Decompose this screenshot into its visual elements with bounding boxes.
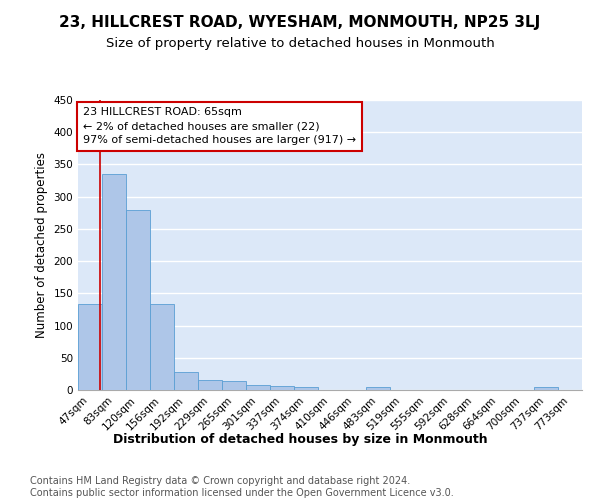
Text: Contains HM Land Registry data © Crown copyright and database right 2024.
Contai: Contains HM Land Registry data © Crown c… bbox=[30, 476, 454, 498]
Text: Distribution of detached houses by size in Monmouth: Distribution of detached houses by size … bbox=[113, 432, 487, 446]
Text: 23, HILLCREST ROAD, WYESHAM, MONMOUTH, NP25 3LJ: 23, HILLCREST ROAD, WYESHAM, MONMOUTH, N… bbox=[59, 15, 541, 30]
Bar bbox=[270, 386, 294, 390]
Text: Size of property relative to detached houses in Monmouth: Size of property relative to detached ho… bbox=[106, 38, 494, 51]
Bar bbox=[246, 385, 270, 390]
Bar bbox=[366, 388, 390, 390]
Bar bbox=[174, 372, 198, 390]
Bar bbox=[534, 388, 558, 390]
Bar bbox=[198, 380, 222, 390]
Bar bbox=[126, 210, 150, 390]
Bar bbox=[294, 387, 318, 390]
Bar bbox=[150, 304, 174, 390]
Bar bbox=[102, 174, 126, 390]
Y-axis label: Number of detached properties: Number of detached properties bbox=[35, 152, 48, 338]
Bar bbox=[78, 304, 102, 390]
Bar bbox=[222, 381, 246, 390]
Text: 23 HILLCREST ROAD: 65sqm
← 2% of detached houses are smaller (22)
97% of semi-de: 23 HILLCREST ROAD: 65sqm ← 2% of detache… bbox=[83, 108, 356, 146]
